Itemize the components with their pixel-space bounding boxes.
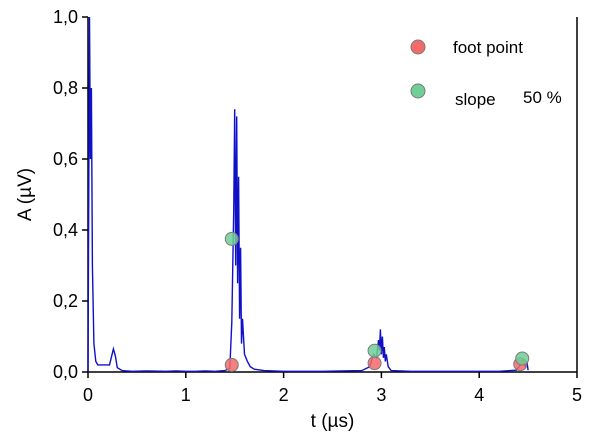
y-tick-label: 0,0: [53, 362, 78, 382]
x-axis-title: t (µs): [311, 411, 355, 432]
slope-marker: [367, 343, 382, 358]
x-tick-label: 3: [376, 385, 386, 405]
y-tick-label: 0,8: [53, 78, 78, 98]
y-axis-ticks: 0,0 0,2 0,4 0,6 0,8 1,0: [53, 7, 88, 382]
foot-point-marker: [367, 356, 382, 371]
signal-series-line: [87, 16, 529, 373]
slope-marker: [224, 231, 239, 246]
foot-point-marker: [224, 357, 239, 372]
y-tick-label: 1,0: [53, 7, 78, 27]
x-axis-ticks: 0 1 2 3 4 5: [83, 372, 582, 405]
marker-group: [224, 231, 530, 372]
legend-label-foot-point: foot point: [453, 38, 523, 57]
slope-marker: [515, 351, 530, 366]
x-tick-label: 4: [474, 385, 484, 405]
y-axis-title: A (µV): [15, 168, 36, 221]
legend: foot point slope 50 %: [410, 38, 562, 109]
legend-annotation: 50 %: [523, 88, 562, 107]
x-tick-label: 5: [572, 385, 582, 405]
x-tick-label: 2: [279, 385, 289, 405]
legend-marker-foot-point: [410, 39, 426, 55]
plot-area: [87, 16, 578, 373]
y-tick-label: 0,2: [53, 291, 78, 311]
legend-label-slope: slope: [455, 90, 496, 109]
legend-marker-slope: [410, 83, 426, 99]
x-tick-label: 1: [181, 385, 191, 405]
y-tick-label: 0,4: [53, 220, 78, 240]
y-tick-label: 0,6: [53, 149, 78, 169]
x-tick-label: 0: [83, 385, 93, 405]
